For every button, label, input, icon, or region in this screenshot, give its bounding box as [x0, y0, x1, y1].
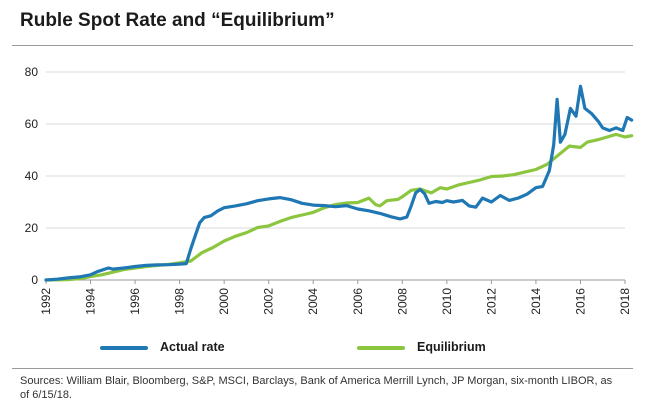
x-tick-label-2004: 2004 — [306, 288, 320, 315]
x-tick-label-1996: 1996 — [128, 288, 142, 315]
x-tick-label-1998: 1998 — [173, 288, 187, 315]
x-tick-label-2016: 2016 — [573, 288, 587, 315]
x-tick-label-2018: 2018 — [618, 288, 632, 315]
series-lines — [44, 84, 634, 282]
x-tick-label-2012: 2012 — [484, 288, 498, 315]
chart-plot: 0 20 40 60 80 1992 1994 1996 1998 2000 2002 2004 20… — [25, 65, 634, 315]
x-tick-label-2008: 2008 — [395, 288, 409, 315]
x-tick-label-2000: 2000 — [217, 288, 231, 315]
legend-actual-rate: Actual rate — [100, 340, 225, 354]
legend-equilibrium-swatch — [357, 345, 405, 350]
x-tick-label-2002: 2002 — [262, 288, 276, 315]
legend-actual-swatch — [100, 345, 148, 350]
bottom-divider — [12, 368, 633, 369]
x-tick-label-2006: 2006 — [351, 288, 365, 315]
x-tick-label-1994: 1994 — [84, 288, 98, 315]
y-axis-ticks: 0 20 40 60 80 — [25, 65, 39, 287]
x-tick-label-2014: 2014 — [529, 288, 543, 315]
x-tick-label-1992: 1992 — [39, 288, 53, 315]
y-tick-label-80: 80 — [25, 65, 39, 79]
source-note: Sources: William Blair, Bloomberg, S&P, … — [20, 375, 613, 401]
y-tick-label-40: 40 — [25, 169, 39, 183]
legend-equilibrium: Equilibrium — [357, 340, 486, 354]
y-tick-label-0: 0 — [31, 273, 38, 287]
x-tick-label-2010: 2010 — [440, 288, 454, 315]
top-divider — [12, 45, 633, 46]
y-tick-label-20: 20 — [25, 221, 39, 235]
y-tick-label-60: 60 — [25, 117, 39, 131]
legend-equilibrium-label: Equilibrium — [417, 340, 486, 354]
chart-title: Ruble Spot Rate and “Equilibrium” — [20, 10, 335, 31]
grid-lines — [46, 71, 625, 281]
legend-actual-label: Actual rate — [160, 340, 225, 354]
x-axis-ticks: 1992 1994 1996 1998 2000 2002 2004 2006 2008 2010… — [39, 280, 632, 315]
series-line-actual-rate — [44, 84, 634, 282]
